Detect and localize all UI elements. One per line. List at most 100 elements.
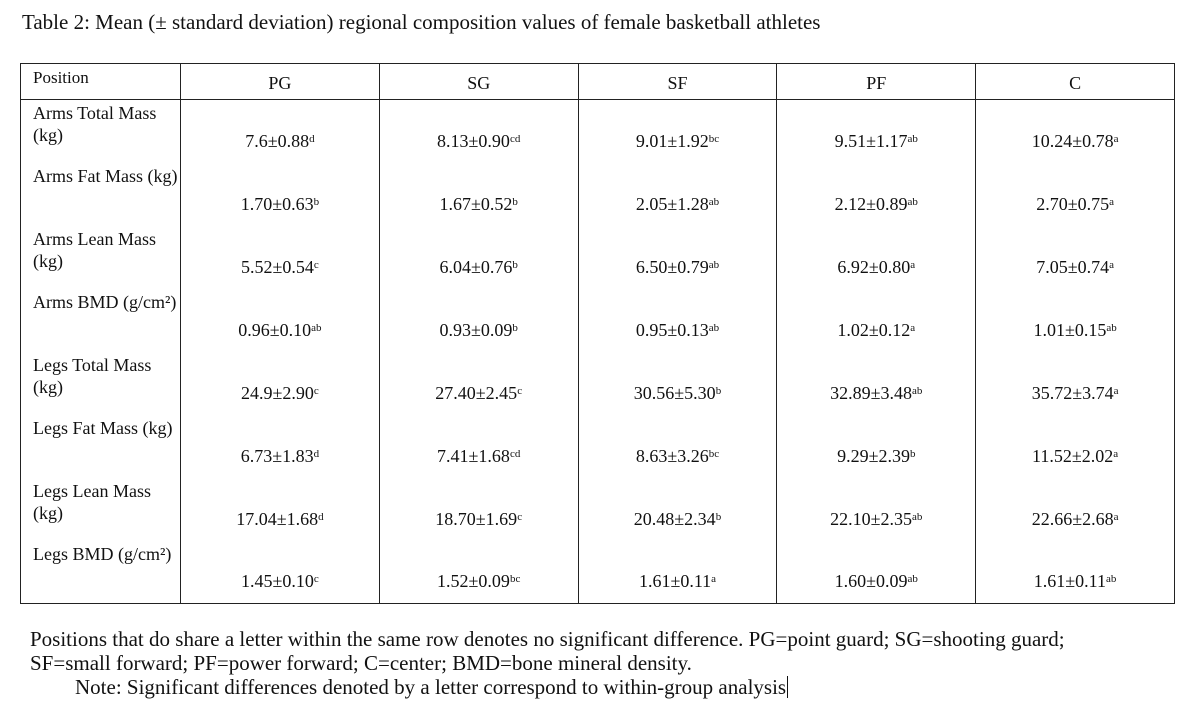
cell-value: 1.67±0.52 (439, 193, 513, 214)
significance-letter: a (1113, 384, 1119, 397)
row-label: Legs Total Mass (kg) (20, 351, 181, 415)
significance-letter: a (910, 258, 916, 271)
cell-value: 30.56±5.30 (633, 382, 716, 403)
cell-value: 9.29±2.39 (837, 445, 910, 466)
cell-value: 18.70±1.69 (435, 508, 518, 529)
row-label: Arms Total Mass (kg) (20, 99, 181, 163)
table-cell: 1.45±0.10c (180, 540, 380, 604)
cell-value: 22.66±2.68 (1031, 508, 1114, 529)
significance-letter: cd (509, 447, 521, 460)
table-cell: 1.67±0.52b (378, 162, 579, 226)
row-label: Legs Fat Mass (kg) (20, 414, 181, 478)
cell-value: 22.10±2.35 (830, 508, 913, 529)
cell-value: 8.13±0.90 (437, 130, 510, 151)
table-cell: 24.9±2.90c (180, 351, 380, 415)
corner-label: Position (20, 63, 181, 100)
table-title: Table 2: Mean (± standard deviation) reg… (22, 10, 821, 34)
significance-letter: a (1113, 447, 1119, 460)
footnote-line-2: SF=small forward; PF=power forward; C=ce… (30, 651, 692, 675)
table-cell: 1.61±0.11ab (975, 540, 1175, 604)
table-cell: 8.63±3.26bc (577, 414, 778, 478)
row-label: Legs BMD (g/cm²) (20, 540, 181, 604)
table-cell: 6.92±0.80a (776, 225, 977, 289)
significance-letter: c (313, 384, 319, 397)
significance-letter: ab (708, 321, 720, 334)
table-cell: 1.60±0.09ab (776, 540, 977, 604)
footnote-line-1: Positions that do share a letter within … (30, 627, 1065, 651)
cell-value: 9.51±1.17 (834, 130, 908, 151)
significance-letter: d (313, 447, 320, 460)
cell-value: 1.02±0.12 (837, 319, 911, 340)
table-row: Legs BMD (g/cm²) 1.45±0.10c 1.52±0.09bc 1.6… (20, 540, 1175, 604)
table-cell: 6.50±0.79ab (577, 225, 778, 289)
cell-value: 6.50±0.79 (635, 256, 709, 277)
significance-letter: b (512, 195, 518, 208)
significance-letter: c (517, 384, 523, 397)
significance-letter: b (715, 510, 722, 523)
text-cursor (787, 676, 789, 698)
table-row: Legs Fat Mass (kg) 6.73±1.83d 7.41±1.68cd 8… (20, 414, 1175, 478)
row-label: Arms BMD (g/cm²) (20, 288, 181, 352)
row-label: Legs Lean Mass (kg) (20, 477, 181, 541)
cell-value: 17.04±1.68 (236, 508, 319, 529)
significance-letter: ab (907, 132, 918, 145)
significance-letter: a (1113, 132, 1119, 145)
significance-letter: bc (708, 447, 720, 460)
row-label: Arms Fat Mass (kg) (20, 162, 181, 226)
significance-letter: d (309, 132, 315, 145)
significance-letter: bc (509, 573, 521, 586)
table-cell: 2.12±0.89ab (776, 162, 977, 226)
table-cell: 1.01±0.15ab (975, 288, 1175, 352)
table-cell: 10.24±0.78a (975, 99, 1175, 163)
cell-value: 7.41±1.68 (437, 445, 510, 466)
table-cell: 7.05±0.74a (975, 225, 1175, 289)
table-body: Position PG SG SF PF C Arms Total Mass (kg) 7.6… (20, 63, 1175, 604)
table-cell: 27.40±2.45c (378, 351, 579, 415)
table-cell: 1.52±0.09bc (378, 540, 579, 604)
table-cell: 5.52±0.54c (180, 225, 380, 289)
column-header-sf: SF (577, 63, 778, 100)
row-label: Arms Lean Mass (kg) (20, 225, 181, 289)
column-header-pf: PF (776, 63, 977, 100)
table-cell: 6.73±1.83d (180, 414, 380, 478)
cell-value: 5.52±0.54 (241, 256, 314, 277)
table-cell: 9.29±2.39b (776, 414, 977, 478)
cell-value: 6.92±0.80 (837, 256, 911, 277)
cell-value: 1.01±0.15 (1033, 319, 1107, 340)
table-row: Legs Total Mass (kg) 24.9±2.90c 27.40±2.45… (20, 351, 1175, 415)
table-cell: 11.52±2.02a (975, 414, 1175, 478)
table-cell: 7.6±0.88d (180, 99, 380, 163)
cell-value: 6.73±1.83 (240, 445, 314, 466)
cell-value: 1.52±0.09 (437, 571, 510, 592)
significance-letter: ab (907, 573, 918, 586)
significance-letter: ab (708, 258, 720, 271)
cell-value: 27.40±2.45 (435, 382, 518, 403)
table-cell: 9.01±1.92bc (577, 99, 778, 163)
table-cell: 18.70±1.69c (378, 477, 579, 541)
table-row: Arms Lean Mass (kg) 5.52±0.54c 6.04±0.76b 6… (20, 225, 1175, 289)
cell-value: 32.89±3.48 (830, 382, 913, 403)
significance-letter: d (318, 510, 324, 523)
table-cell: 0.95±0.13ab (577, 288, 778, 352)
significance-letter: a (910, 321, 916, 334)
table-cell: 2.05±1.28ab (577, 162, 778, 226)
significance-letter: ab (708, 195, 720, 208)
table-row: Arms BMD (g/cm²) 0.96±0.10ab 0.93±0.09b 0.9… (20, 288, 1175, 352)
significance-letter: a (1109, 195, 1114, 208)
cell-value: 7.05±0.74 (1036, 256, 1110, 277)
significance-letter: b (512, 321, 518, 334)
cell-value: 6.04±0.76 (439, 256, 513, 277)
significance-letter: ab (907, 195, 918, 208)
significance-letter: ab (311, 321, 322, 334)
table-cell: 30.56±5.30b (577, 351, 778, 415)
cell-value: 1.60±0.09 (834, 571, 908, 592)
cell-value: 1.70±0.63 (240, 193, 314, 214)
cell-value: 7.6±0.88 (245, 130, 310, 151)
table-row: Arms Fat Mass (kg) 1.70±0.63b 1.67±0.52b 2.… (20, 162, 1175, 226)
cell-value: 11.52±2.02 (1032, 445, 1114, 466)
table-row: Arms Total Mass (kg) 7.6±0.88d 8.13±0.90cd… (20, 99, 1175, 163)
footnote-line-3-text: Note: Significant differences denoted by… (75, 675, 787, 699)
table-cell: 20.48±2.34b (577, 477, 778, 541)
significance-letter: b (715, 384, 722, 397)
table-cell: 1.02±0.12a (776, 288, 977, 352)
